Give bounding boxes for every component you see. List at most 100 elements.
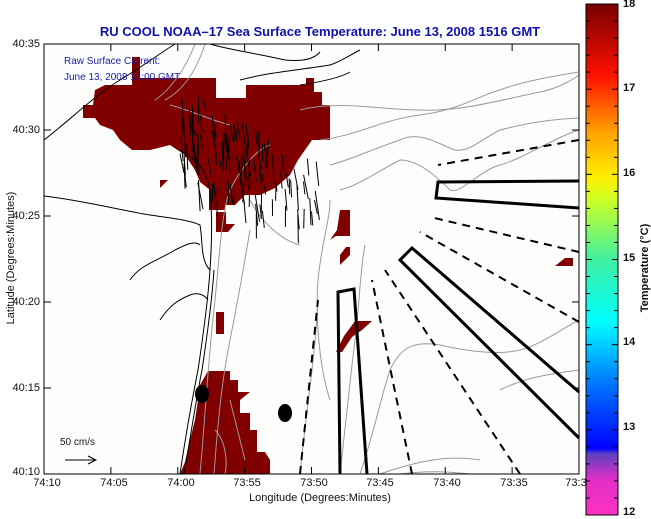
current-vector [314,190,320,221]
dashed-boundary [419,231,580,323]
chart-title: RU COOL NOAA–17 Sea Surface Temperature:… [99,24,541,39]
sst-patch-mid2 [160,180,168,188]
y-tick-label: 40:25 [12,210,40,222]
current-vector [290,179,293,198]
current-vector [241,122,246,146]
y-axis-label: Latitude (Degrees:Minutes) [5,191,17,325]
current-vector [303,174,309,199]
dashed-boundary [437,139,580,166]
colorbar-tick-label: 17 [623,82,636,94]
colorbar-tick-label: 14 [623,336,636,348]
current-vector [224,114,227,145]
shipping-lane-outline [336,287,369,475]
current-vector [314,199,318,214]
station-marker [278,404,292,422]
x-axis-label: Longitude (Degrees:Minutes) [249,492,391,504]
sst-patch-shelf2 [330,210,350,240]
y-tick-label: 40:15 [12,382,40,394]
current-vector [188,109,191,135]
bathymetry-contours [154,43,580,475]
current-vector [315,161,320,187]
current-vector [239,179,246,205]
current-vector [282,154,284,171]
arrow-right-icon [65,455,98,465]
current-legend-title: Raw Surface Current: [64,56,161,67]
current-vector [303,181,306,195]
current-vector [184,141,187,158]
x-tick-label: 73:35 [500,477,528,489]
dashed-boundary [429,216,580,253]
colorbar-tick-label: 13 [623,421,636,433]
current-vector [311,211,314,226]
current-vector [192,148,197,167]
current-vector [297,209,300,230]
axis-ticks [43,43,580,475]
shipping-lane-outline [397,245,581,440]
current-vector [248,179,251,208]
sst-patch-shelf3 [340,247,350,265]
current-vector [248,158,250,182]
current-vector [179,153,185,173]
colorbar-tick-label: 15 [623,252,636,264]
current-vector [247,132,250,149]
current-vector [183,154,186,176]
current-vector [216,186,219,217]
colorbar-ticks [586,3,618,516]
current-vector [272,154,275,185]
current-vector [245,147,250,167]
y-tick-label: 40:10 [12,466,40,478]
shipping-lane-outline [434,179,580,210]
current-vector [274,179,278,192]
dashed-boundary [371,279,413,475]
current-vector [253,158,257,182]
x-tick-label: 73:55 [233,477,261,489]
current-vector [180,138,184,162]
current-vector [243,156,246,187]
current-vector [213,181,217,206]
y-tick-label: 40:30 [12,124,40,136]
current-vector [285,173,289,188]
current-vector [207,158,212,176]
current-vector [267,139,269,158]
current-vector [215,151,218,166]
current-vector [306,158,310,176]
current-vector [254,128,259,147]
coastline [43,43,361,475]
current-vector [279,171,283,189]
current-vector [218,153,222,167]
x-tick-label: 73:3 [565,477,587,489]
current-vector [194,154,199,175]
scale-label: 50 cm/s [60,437,96,448]
dashed-boundary [384,269,521,475]
current-vector [182,113,185,140]
current-vector [235,129,238,141]
current-vector [186,144,189,171]
current-vector [309,198,312,226]
current-vector [200,115,203,133]
sst-patch-east [555,258,573,266]
current-vector [211,115,216,141]
sst-patch-small [216,312,224,334]
x-tick-label: 73:50 [300,477,328,489]
current-vector [203,99,207,113]
current-vector [183,162,186,189]
current-vector [181,97,184,115]
current-vector [284,188,288,211]
current-vector [258,130,260,159]
dashed-boundary [299,299,319,475]
y-tick-label: 40:35 [12,38,40,50]
x-tick-label: 73:45 [366,477,394,489]
current-vector [303,208,305,229]
x-tick-label: 74:00 [167,477,195,489]
station-marker [195,385,209,403]
current-vector [254,194,261,222]
current-vector [226,135,229,159]
x-tick-label: 74:05 [100,477,128,489]
current-vector [225,156,228,170]
x-tick-label: 74:10 [33,477,61,489]
colorbar-tick-label: 12 [623,506,636,518]
current-legend-time: June 13, 2008 14:00 GMT [64,72,181,83]
colorbar-tick-label: 18 [623,0,636,10]
sst-patch-shelf1 [216,212,235,232]
